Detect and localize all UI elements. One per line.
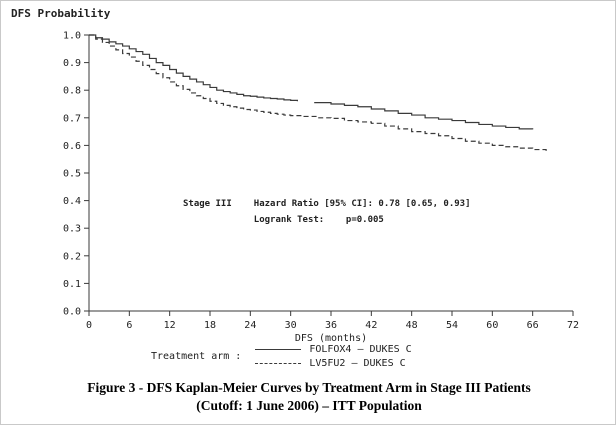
legend-item-folfox4: FOLFOX4 – DUKES C xyxy=(255,344,412,355)
legend-item-lv5fu2: LV5FU2 – DUKES C xyxy=(255,358,411,369)
svg-text:66: 66 xyxy=(527,320,539,331)
logrank-text: Logrank Test: p=0.005 xyxy=(253,215,384,225)
svg-text:60: 60 xyxy=(486,320,498,331)
x-axis-label: DFS (months) xyxy=(294,333,368,344)
svg-text:72: 72 xyxy=(567,320,579,331)
svg-text:0.6: 0.6 xyxy=(63,141,81,152)
svg-text:0.4: 0.4 xyxy=(63,196,81,207)
svg-text:1.0: 1.0 xyxy=(63,31,81,42)
svg-text:0: 0 xyxy=(86,320,92,331)
caption-line-1: Figure 3 - DFS Kaplan-Meier Curves by Tr… xyxy=(87,380,531,395)
svg-text:0.0: 0.0 xyxy=(63,307,81,318)
svg-text:0.5: 0.5 xyxy=(63,169,81,180)
svg-text:48: 48 xyxy=(406,320,418,331)
svg-text:0.8: 0.8 xyxy=(63,86,81,97)
svg-text:0.9: 0.9 xyxy=(63,58,81,69)
figure-caption: Figure 3 - DFS Kaplan-Meier Curves by Tr… xyxy=(1,379,615,414)
svg-text:18: 18 xyxy=(204,320,216,331)
svg-text:6: 6 xyxy=(126,320,132,331)
legend: Treatment arm : FOLFOX4 – DUKES C LV5FU2… xyxy=(151,344,412,369)
svg-text:54: 54 xyxy=(446,320,458,331)
y-axis-label: DFS Probability xyxy=(11,7,111,20)
group-label: Stage III xyxy=(183,199,232,209)
caption-line-2: (Cutoff: 1 June 2006) – ITT Population xyxy=(196,397,422,413)
legend-label-lv5fu2: LV5FU2 – DUKES C xyxy=(309,358,406,369)
stats-annotation: Stage III Hazard Ratio [95% CI]: 0.78 [0… xyxy=(183,199,471,225)
svg-text:0.3: 0.3 xyxy=(63,224,81,235)
hazard-ratio-text: Hazard Ratio [95% CI]: 0.78 [0.65, 0.93] xyxy=(253,199,471,209)
legend-title: Treatment arm : xyxy=(151,351,242,362)
svg-text:0.7: 0.7 xyxy=(63,113,81,124)
km-plot: 0.0 0.1 0.2 0.3 0.4 0.5 0.6 0.7 0.8 0.9 1.0 0 6 12 18 2… xyxy=(63,31,579,332)
svg-text:12: 12 xyxy=(164,320,176,331)
svg-text:0.1: 0.1 xyxy=(63,279,81,290)
svg-text:24: 24 xyxy=(244,320,256,331)
dashed-line-sample-icon xyxy=(255,363,302,364)
legend-label-folfox4: FOLFOX4 – DUKES C xyxy=(309,344,412,355)
solid-line-sample-icon xyxy=(255,349,302,350)
svg-text:42: 42 xyxy=(365,320,377,331)
svg-text:36: 36 xyxy=(325,320,337,331)
svg-text:30: 30 xyxy=(285,320,297,331)
svg-text:0.2: 0.2 xyxy=(63,251,81,262)
